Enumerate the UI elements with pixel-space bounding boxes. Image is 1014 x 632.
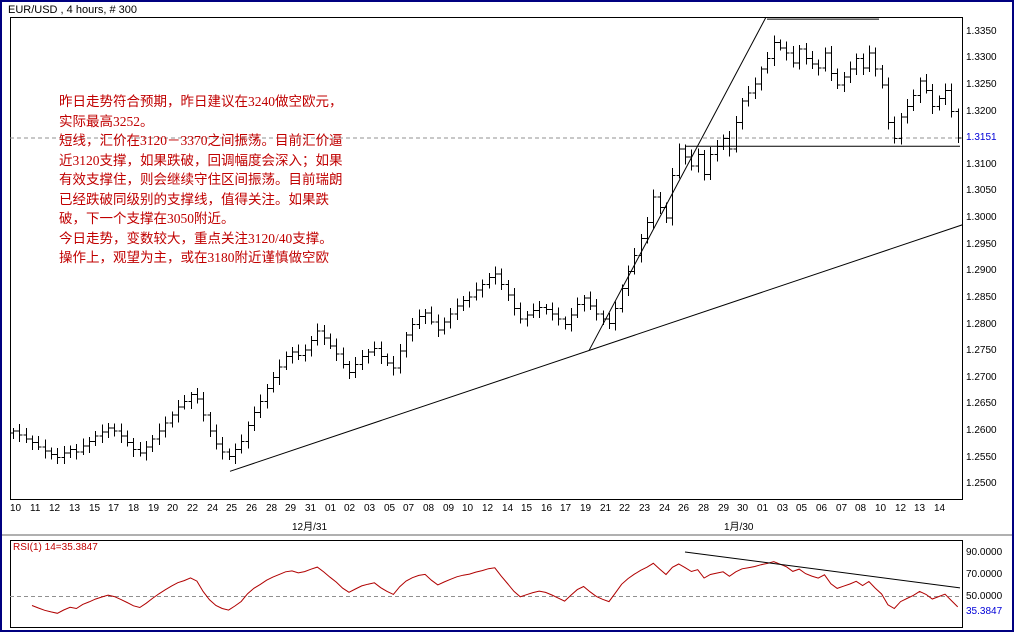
pane-splitter[interactable] (2, 534, 1012, 536)
analysis-annotation: 昨日走势符合预期，昨日建议在3240做空欧元， 实际最高3252。短线，汇价在31… (59, 92, 343, 268)
annotation-line: 短线，汇价在3120－3370之间振荡。目前汇价逼 (59, 133, 343, 148)
rsi-indicator-label: RSI(1) 14=35.3847 (13, 542, 98, 553)
annotation-line: 操作上，观望为主，或在3180附近谨慎做空欧 (59, 250, 329, 265)
annotation-line: 破，下一个支撑在3050附近。 (59, 211, 235, 226)
annotation-line: 昨日走势符合预期，昨日建议在3240做空欧元， (59, 94, 343, 109)
annotation-line: 有效支撑住，则会继续守住区间振荡。目前瑞朗 (59, 172, 343, 187)
annotation-line: 实际最高3252。 (59, 113, 154, 129)
chart-title: EUR/USD , 4 hours, # 300 (8, 4, 138, 16)
annotation-line: 已经跌破同级别的支撑线，值得关注。如果跌 (59, 191, 329, 207)
annotation-line: 近3120支撑，如果跌破，回调幅度会深入；如果 (59, 152, 343, 168)
annotation-line: 今日走势，变数较大，重点关注3120/40支撑。 (59, 230, 333, 246)
